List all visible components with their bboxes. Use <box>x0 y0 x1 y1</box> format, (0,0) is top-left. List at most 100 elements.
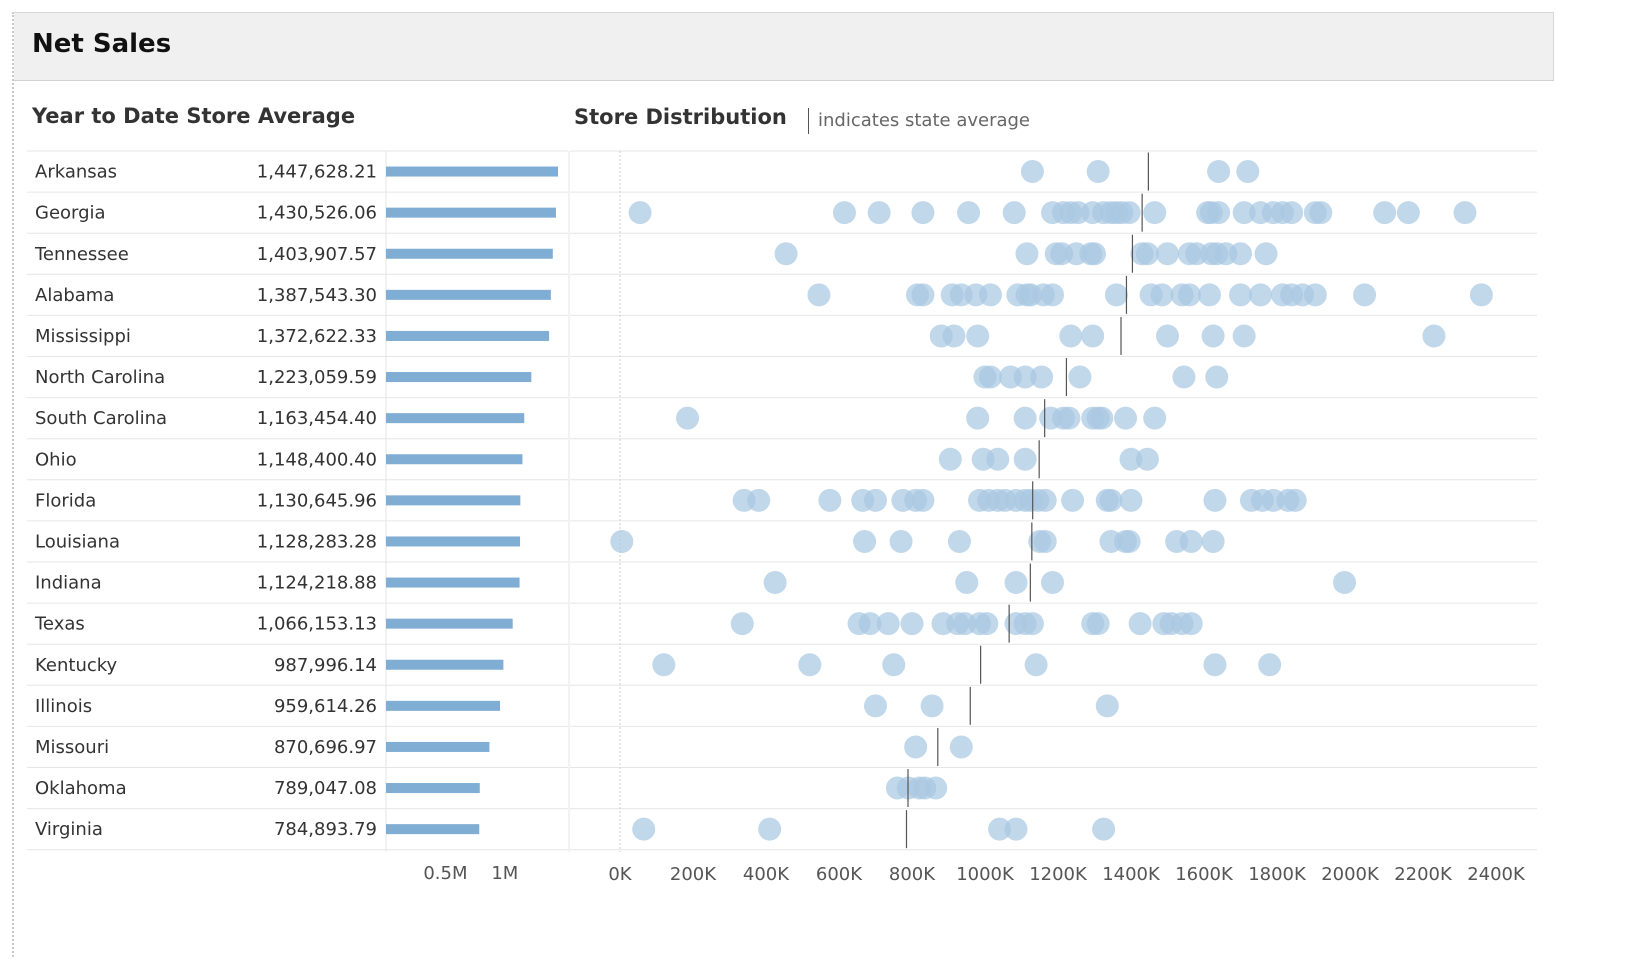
store-dot <box>1197 283 1221 307</box>
store-dot <box>938 447 962 471</box>
distribution-axis-tick-label: 0K <box>608 864 632 885</box>
store-dot <box>1258 653 1282 677</box>
store-dot <box>832 201 856 225</box>
distribution-axis-tick-label: 2000K <box>1321 864 1380 885</box>
store-dot <box>1179 612 1203 636</box>
store-dot <box>1015 242 1039 266</box>
store-dot <box>1156 242 1179 266</box>
store-dot <box>1201 529 1225 553</box>
distribution-axis-tick-label: 2400K <box>1467 864 1526 885</box>
ytd-average-bar <box>386 330 550 341</box>
store-dot <box>1232 201 1256 225</box>
store-dot <box>1086 612 1110 636</box>
store-dot <box>763 571 787 595</box>
store-dot <box>966 406 990 430</box>
store-dot <box>1135 447 1159 471</box>
state-value-label: 1,403,907.57 <box>257 244 377 265</box>
state-value-label: 1,066,153.13 <box>257 614 377 635</box>
store-dot <box>652 653 676 677</box>
store-dot <box>1081 324 1105 348</box>
store-dot <box>1099 488 1123 512</box>
ytd-average-bar <box>386 741 490 752</box>
state-label: North Carolina <box>35 367 165 388</box>
ytd-average-bar <box>386 454 523 465</box>
ytd-average-bar <box>386 372 532 383</box>
state-label: Virginia <box>35 819 103 840</box>
store-dot <box>1373 201 1397 225</box>
store-dot <box>942 324 966 348</box>
state-label: Georgia <box>35 203 106 224</box>
state-value-label: 784,893.79 <box>274 819 377 840</box>
state-label: Ohio <box>35 449 77 470</box>
state-label: Alabama <box>35 285 114 306</box>
state-value-label: 1,128,283.28 <box>257 531 377 552</box>
store-dot <box>947 529 971 553</box>
state-value-label: 959,614.26 <box>274 696 377 717</box>
store-dot <box>957 201 981 225</box>
store-dot <box>900 612 924 636</box>
store-dot <box>1177 283 1201 307</box>
store-dot <box>818 488 842 512</box>
distribution-axis-tick-label: 400K <box>743 864 790 885</box>
distribution-axis-tick-label: 1800K <box>1248 864 1307 885</box>
state-label: Tennessee <box>34 244 129 265</box>
store-dot <box>988 817 1012 841</box>
ytd-average-bar <box>386 495 521 506</box>
store-dot <box>1128 612 1152 636</box>
store-dot <box>1033 529 1057 553</box>
store-dot <box>1396 201 1420 225</box>
state-value-label: 987,996.14 <box>274 655 377 676</box>
title-bar: Net Sales <box>14 13 1554 81</box>
store-dot <box>1249 283 1273 307</box>
store-dot <box>1469 283 1493 307</box>
store-dot <box>1057 406 1081 430</box>
store-dot <box>1205 365 1229 389</box>
state-label: Oklahoma <box>35 778 127 799</box>
store-dot <box>1083 242 1106 266</box>
store-dot <box>949 735 973 759</box>
state-value-label: 789,047.08 <box>274 778 377 799</box>
store-dot <box>1041 571 1065 595</box>
store-dot <box>1207 160 1231 184</box>
store-dot <box>966 324 990 348</box>
state-label: Louisiana <box>35 531 120 552</box>
store-dot <box>889 529 913 553</box>
store-dot <box>1353 283 1377 307</box>
ytd-average-bar <box>386 166 558 177</box>
store-dot <box>1024 653 1048 677</box>
ytd-average-bar <box>386 700 501 711</box>
store-dot <box>1104 283 1128 307</box>
store-dot <box>853 529 877 553</box>
store-dot <box>978 365 1002 389</box>
store-dot <box>1201 324 1225 348</box>
store-dot <box>610 529 634 553</box>
ytd-average-bar <box>386 248 553 259</box>
distribution-axis-tick-label: 2200K <box>1394 864 1453 885</box>
bar-axis-tick-label: 1M <box>491 863 518 884</box>
store-dot <box>1033 488 1057 512</box>
state-value-label: 1,130,645.96 <box>257 490 377 511</box>
store-dot <box>1229 242 1252 266</box>
store-dot <box>1236 160 1260 184</box>
store-dot <box>807 283 831 307</box>
store-dot <box>758 817 782 841</box>
store-dot <box>1090 406 1114 430</box>
distribution-axis-tick-label: 1200K <box>1029 864 1088 885</box>
ytd-average-bar <box>386 536 521 547</box>
store-dot <box>1232 324 1256 348</box>
distribution-axis-tick-label: 200K <box>670 864 717 885</box>
store-dot <box>1117 529 1141 553</box>
dashboard: Net Sales <box>12 12 1554 957</box>
distribution-axis-tick-label: 1400K <box>1102 864 1161 885</box>
state-value-label: 1,447,628.21 <box>257 162 377 183</box>
store-dot <box>1030 365 1054 389</box>
store-dot <box>904 735 928 759</box>
store-dot <box>1020 612 1044 636</box>
store-dot <box>1229 283 1252 307</box>
page-title: Net Sales <box>32 29 172 59</box>
state-label: Kentucky <box>35 655 118 676</box>
state-value-label: 1,148,400.40 <box>257 449 377 470</box>
ytd-average-bar <box>386 207 556 218</box>
distribution-axis-tick-label: 600K <box>816 864 863 885</box>
store-dot <box>747 488 771 512</box>
